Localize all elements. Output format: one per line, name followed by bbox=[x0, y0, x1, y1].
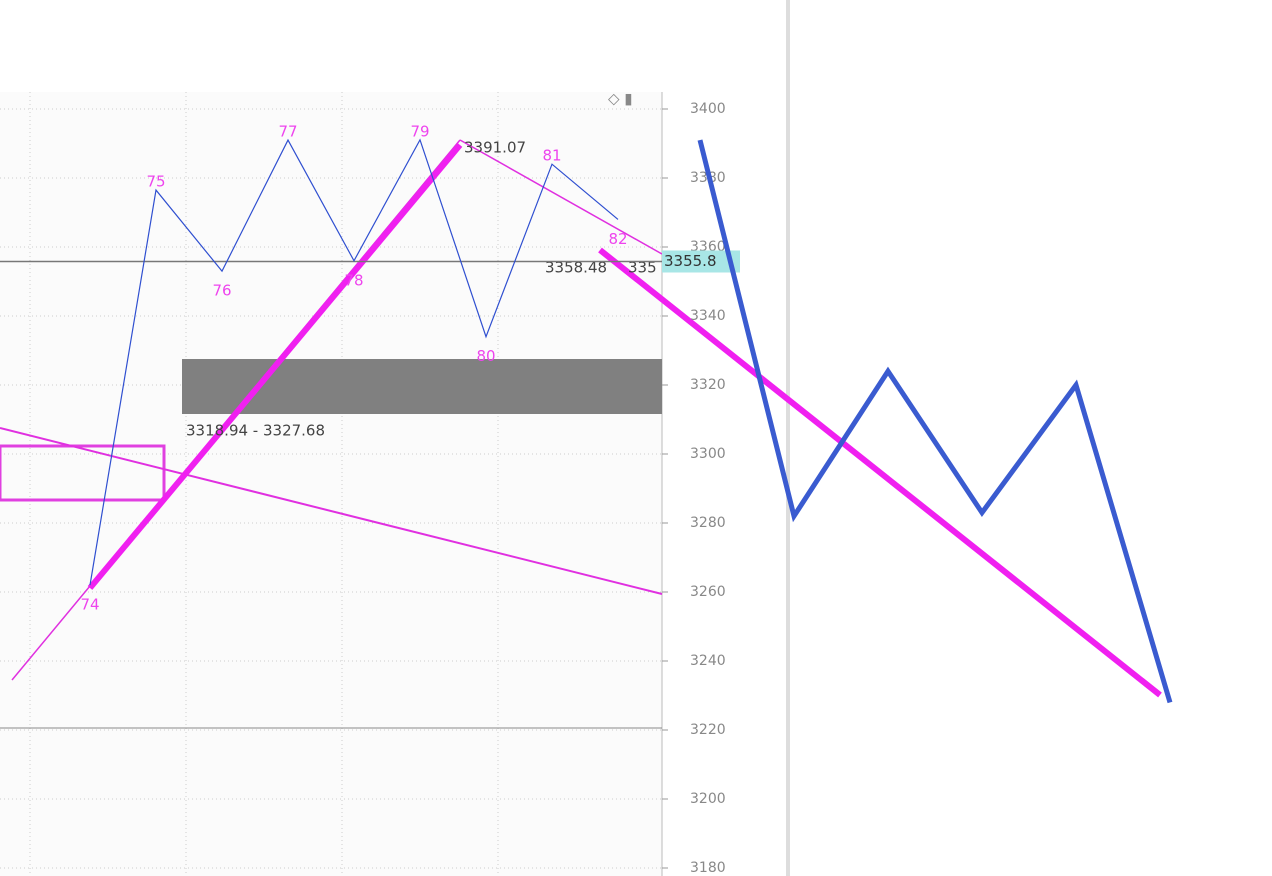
y-tick-label: 3240 bbox=[690, 653, 726, 669]
arrow bbox=[87, 143, 463, 590]
wave-line bbox=[89, 138, 619, 586]
price-label: 3358.48 bbox=[545, 259, 607, 277]
wave-label: 80 bbox=[476, 347, 495, 365]
zone bbox=[182, 359, 662, 414]
y-tick-label: 3220 bbox=[690, 722, 726, 738]
price-label: 335 bbox=[628, 259, 657, 277]
y-tick-label: 3300 bbox=[690, 446, 726, 462]
trendline bbox=[0, 427, 663, 595]
wave-label: 76 bbox=[212, 282, 231, 300]
y-tick-label: 3280 bbox=[690, 515, 726, 531]
wave-label: 79 bbox=[410, 122, 429, 140]
trendline bbox=[459, 139, 663, 255]
wave-label: 74 bbox=[80, 596, 99, 614]
y-tick-label: 3320 bbox=[690, 377, 726, 393]
icons: ◇ ▮ bbox=[608, 90, 633, 108]
grid bbox=[0, 92, 662, 876]
wave-label: 78 bbox=[344, 271, 363, 289]
zone-label: 3318.94 - 3327.68 bbox=[186, 422, 325, 440]
wave-label: 82 bbox=[608, 230, 627, 248]
price-label: 3391.07 bbox=[464, 139, 526, 157]
y-tick-label: 3340 bbox=[690, 308, 726, 324]
projection-line bbox=[697, 139, 1173, 704]
wave-label: 77 bbox=[278, 123, 297, 141]
arrow bbox=[598, 247, 1162, 698]
y-tick-label: 3400 bbox=[690, 101, 726, 117]
wave-label: 81 bbox=[542, 147, 561, 165]
price-tag bbox=[662, 250, 740, 273]
y-tick-label: 3200 bbox=[690, 791, 726, 807]
y-tick-label: 3260 bbox=[690, 584, 726, 600]
box bbox=[0, 444, 166, 502]
divider bbox=[786, 0, 790, 876]
y-tick-label: 3180 bbox=[690, 860, 726, 876]
wave-label: 75 bbox=[146, 173, 165, 191]
plot-area bbox=[0, 92, 662, 876]
price-tag-label: 3355.8 bbox=[664, 252, 717, 270]
